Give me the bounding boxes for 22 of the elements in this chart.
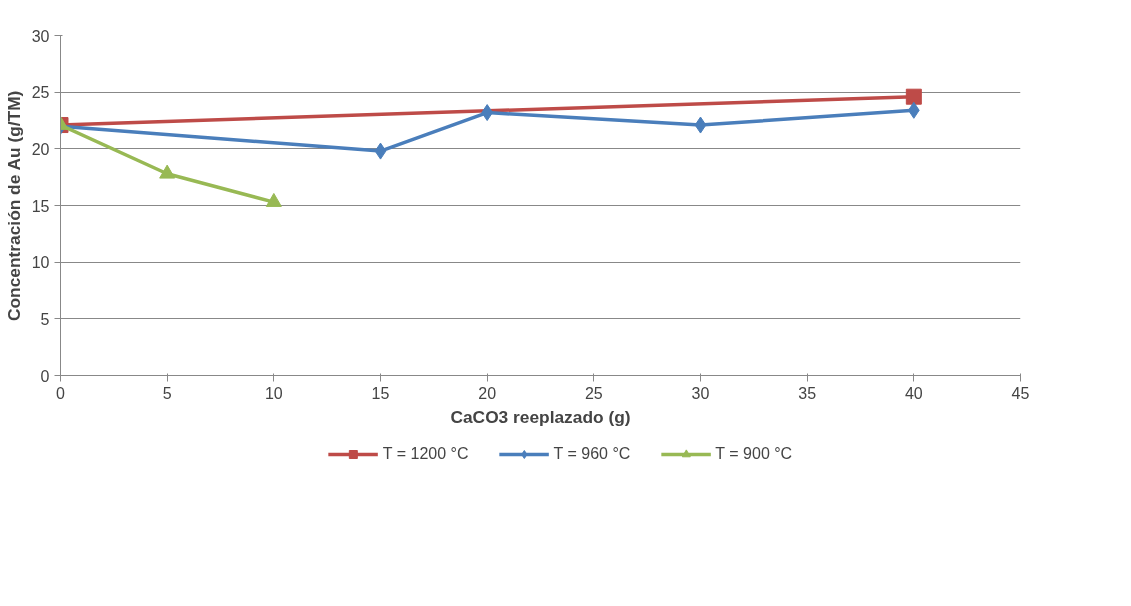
y-tick-label: 25 [31, 84, 50, 102]
x-tick-label: 35 [798, 384, 817, 402]
y-tick-label: 20 [31, 140, 50, 158]
y-tick-label: 15 [31, 197, 50, 215]
x-tick-label: 40 [904, 384, 923, 402]
legend-label: T = 960 °C [553, 445, 631, 463]
x-tick-label: 0 [56, 384, 66, 402]
x-tick-label: 45 [1011, 384, 1030, 402]
legend-label: T = 900 °C [715, 445, 793, 463]
x-tick-label: 5 [162, 384, 172, 402]
y-axis-title: Concentración de Au (g/TM) [3, 90, 24, 322]
y-tick-label: 0 [40, 367, 50, 385]
x-tick-label: 30 [691, 384, 710, 402]
y-tick-label: 10 [31, 254, 50, 272]
x-tick-label: 15 [371, 384, 390, 402]
y-tick-label: 30 [31, 27, 50, 45]
x-tick-label: 10 [264, 384, 283, 402]
x-tick-label: 20 [478, 384, 497, 402]
x-axis-title: CaCO3 reeplazado (g) [450, 406, 631, 427]
x-tick-label: 25 [584, 384, 603, 402]
legend-label: T = 1200 °C [382, 445, 469, 463]
y-tick-label: 5 [40, 310, 50, 328]
